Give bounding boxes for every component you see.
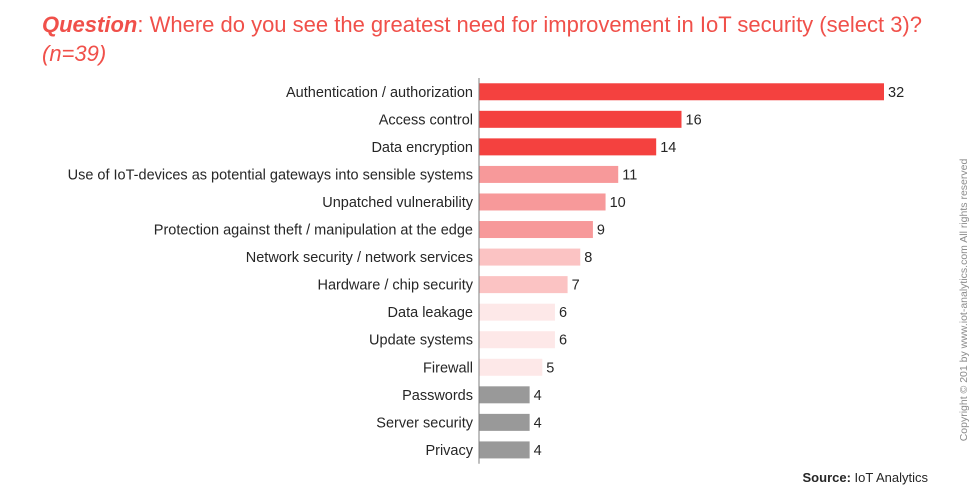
category-label: Server security xyxy=(376,415,473,431)
title-colon: : xyxy=(137,12,144,37)
bar xyxy=(479,303,555,321)
source-value: IoT Analytics xyxy=(850,470,928,485)
value-label: 32 xyxy=(888,85,904,101)
value-label: 4 xyxy=(534,443,542,459)
bar xyxy=(479,221,593,239)
bar xyxy=(479,165,619,183)
source-label: Source: xyxy=(802,470,851,485)
value-label: 7 xyxy=(572,278,580,294)
bar xyxy=(479,193,606,211)
category-label: Use of IoT-devices as potential gateways… xyxy=(68,167,473,183)
category-label: Authentication / authorization xyxy=(286,85,473,101)
category-label: Firewall xyxy=(423,360,473,376)
title-sample-size: (n=39) xyxy=(42,41,107,66)
category-label: Unpatched vulnerability xyxy=(322,195,473,211)
title-question-text: Where do you see the greatest need for i… xyxy=(143,12,922,37)
category-label: Data leakage xyxy=(388,305,473,321)
bar xyxy=(479,276,568,294)
bar xyxy=(479,83,884,101)
bar xyxy=(479,441,530,459)
value-label: 6 xyxy=(559,333,567,349)
value-label: 6 xyxy=(559,305,567,321)
value-label: 5 xyxy=(546,360,554,376)
bar xyxy=(479,386,530,404)
bars-group: Authentication / authorization 32 Access c… xyxy=(68,83,904,459)
bar xyxy=(479,358,543,376)
value-label: 4 xyxy=(534,415,542,431)
bar xyxy=(479,138,657,156)
value-label: 8 xyxy=(584,250,592,266)
bar xyxy=(479,331,555,349)
category-label: Passwords xyxy=(402,388,473,404)
category-label: Protection against theft / manipulation … xyxy=(154,223,473,239)
title-question-prefix: Question xyxy=(42,12,138,37)
value-label: 16 xyxy=(686,112,702,128)
value-label: 11 xyxy=(622,167,637,183)
value-label: 4 xyxy=(534,388,542,404)
value-label: 10 xyxy=(610,195,626,211)
chart-title: Question: Where do you see the greatest … xyxy=(42,10,922,68)
value-label: 14 xyxy=(660,140,676,156)
value-label: 9 xyxy=(597,223,605,239)
copyright-notice: Copyright © 201 by www.iot-analytics.com… xyxy=(957,130,971,470)
category-label: Hardware / chip security xyxy=(317,278,473,294)
category-label: Access control xyxy=(379,112,473,128)
copyright-text: Copyright © 201 by www.iot-analytics.com… xyxy=(958,158,970,442)
category-label: Network security / network services xyxy=(246,250,473,266)
source-note: Source: IoT Analytics xyxy=(803,470,928,485)
bar xyxy=(479,413,530,431)
category-label: Privacy xyxy=(425,443,473,459)
bar xyxy=(479,110,682,128)
category-label: Update systems xyxy=(369,333,473,349)
bar xyxy=(479,248,581,266)
category-label: Data encryption xyxy=(371,140,473,156)
